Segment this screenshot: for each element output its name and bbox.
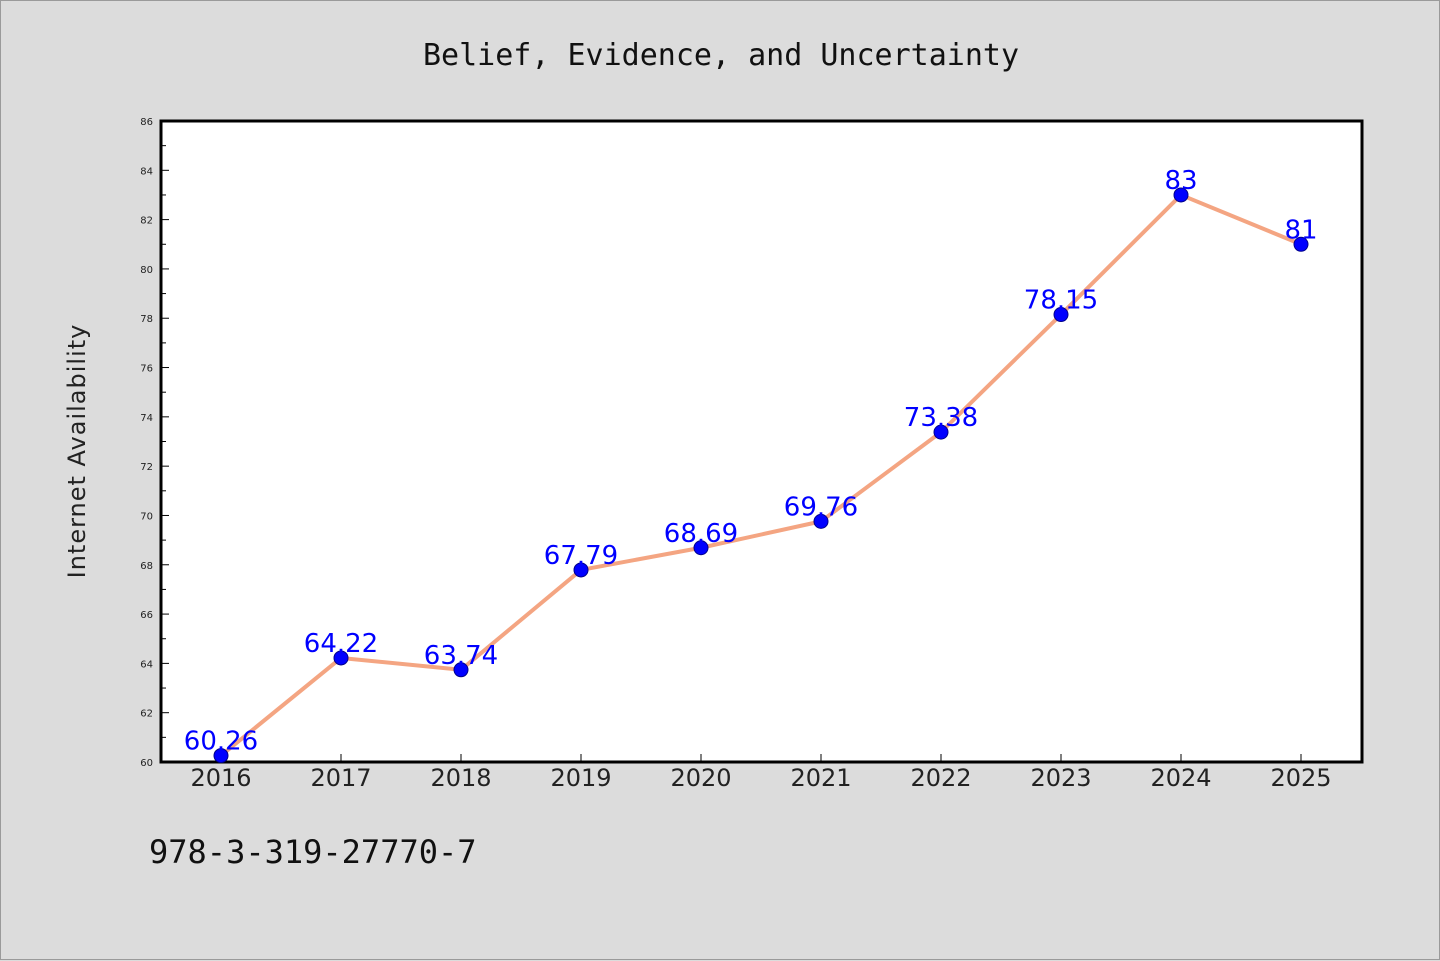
y-tick-label: 60	[140, 758, 153, 769]
x-axis: 2016 2017 2018 2019 2020 2021 2022 2023 2024 2025	[190, 754, 1332, 792]
y-tick-label: 74	[140, 413, 153, 424]
y-tick-label: 62	[140, 709, 153, 720]
isbn-text: 978-3-319-27770-7	[149, 833, 477, 871]
y-tick-label: 72	[140, 462, 153, 473]
marker-group	[213, 187, 1309, 764]
y-tick-label: 80	[140, 265, 153, 276]
y-axis: 60 62 64 66 68 70 72 74 76 78 80 82 84 86	[140, 117, 169, 769]
y-tick-label: 64	[140, 659, 153, 670]
x-tick-label: 2025	[1270, 764, 1331, 792]
data-label: 81	[1284, 215, 1317, 245]
data-label-group: 60.26 64.22 63.74 67.79 68.69 69.76 73.38 78.15…	[184, 166, 1318, 757]
x-tick-label: 2017	[310, 764, 371, 792]
y-axis-label: Internet Availability	[63, 324, 91, 579]
series-line-group	[219, 192, 1302, 758]
x-tick-label: 2023	[1030, 764, 1091, 792]
data-point	[693, 540, 709, 556]
x-tick-label: 2021	[790, 764, 851, 792]
data-label: 69.76	[784, 492, 858, 522]
data-label: 60.26	[184, 727, 258, 757]
plot-area	[159, 119, 1364, 764]
data-point	[813, 513, 829, 529]
y-tick-label: 68	[140, 561, 153, 572]
x-tick-label: 2016	[190, 764, 251, 792]
data-label: 67.79	[544, 541, 618, 571]
data-point	[453, 662, 469, 678]
y-tick-label: 76	[140, 364, 153, 375]
chart-title: Belief, Evidence, and Uncertainty	[423, 38, 1019, 73]
data-point	[573, 562, 589, 578]
data-label: 78.15	[1024, 286, 1098, 316]
data-label: 68.69	[664, 519, 738, 549]
x-tick-label: 2018	[430, 764, 491, 792]
x-tick-label: 2022	[910, 764, 971, 792]
data-point	[333, 650, 349, 666]
x-tick-label: 2019	[550, 764, 611, 792]
data-label: 63.74	[424, 641, 498, 671]
y-tick-label: 84	[140, 166, 153, 177]
data-label: 73.38	[904, 403, 978, 433]
y-tick-label: 70	[140, 511, 153, 522]
data-label: 83	[1164, 166, 1197, 196]
data-point	[213, 748, 229, 764]
y-tick-label: 78	[140, 314, 153, 325]
data-point	[933, 424, 949, 440]
data-point	[1173, 187, 1189, 203]
series-line	[219, 192, 1302, 758]
y-tick-label: 86	[140, 117, 153, 128]
y-tick-label: 66	[140, 610, 153, 621]
y-tick-label: 82	[140, 216, 153, 227]
data-label: 64.22	[304, 629, 378, 659]
x-tick-label: 2020	[670, 764, 731, 792]
data-point	[1293, 236, 1309, 252]
data-point	[1053, 307, 1069, 323]
x-tick-label: 2024	[1150, 764, 1211, 792]
